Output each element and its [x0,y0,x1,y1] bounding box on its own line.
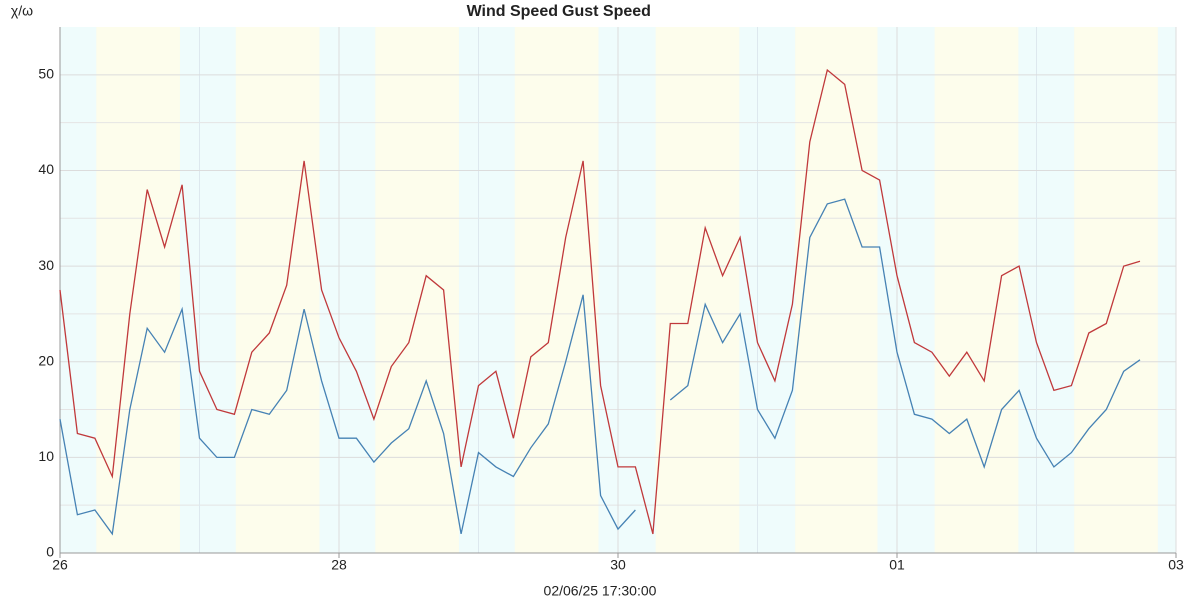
y-tick-label: 0 [46,544,54,560]
series-line [59,68,1141,535]
night-band [60,27,97,553]
x-axis-label: 02/06/25 17:30:00 [544,583,657,599]
x-tick-label: 03 [1168,557,1184,573]
night-band [1157,27,1176,553]
night-band [877,27,935,553]
y-tick-label: 50 [38,66,54,82]
y-tick-label: 40 [38,161,54,177]
night-band [319,27,376,553]
legend-entry: Gust Speed [562,3,651,20]
y-axis-label: χ/ω [11,3,33,19]
y-tick-label: 20 [38,352,54,368]
y-tick-label: 30 [38,257,54,273]
night-band [739,27,796,553]
x-tick-label: 01 [889,557,905,573]
x-tick-label: 28 [331,557,347,573]
series-line [59,198,1141,536]
night-band [1018,27,1075,553]
x-tick-label: 26 [52,557,68,573]
x-tick-label: 30 [610,557,626,573]
legend-entry: Wind Speed [467,3,558,20]
night-band [179,27,236,553]
night-band [598,27,656,553]
night-band [458,27,515,553]
y-tick-label: 10 [38,448,54,464]
